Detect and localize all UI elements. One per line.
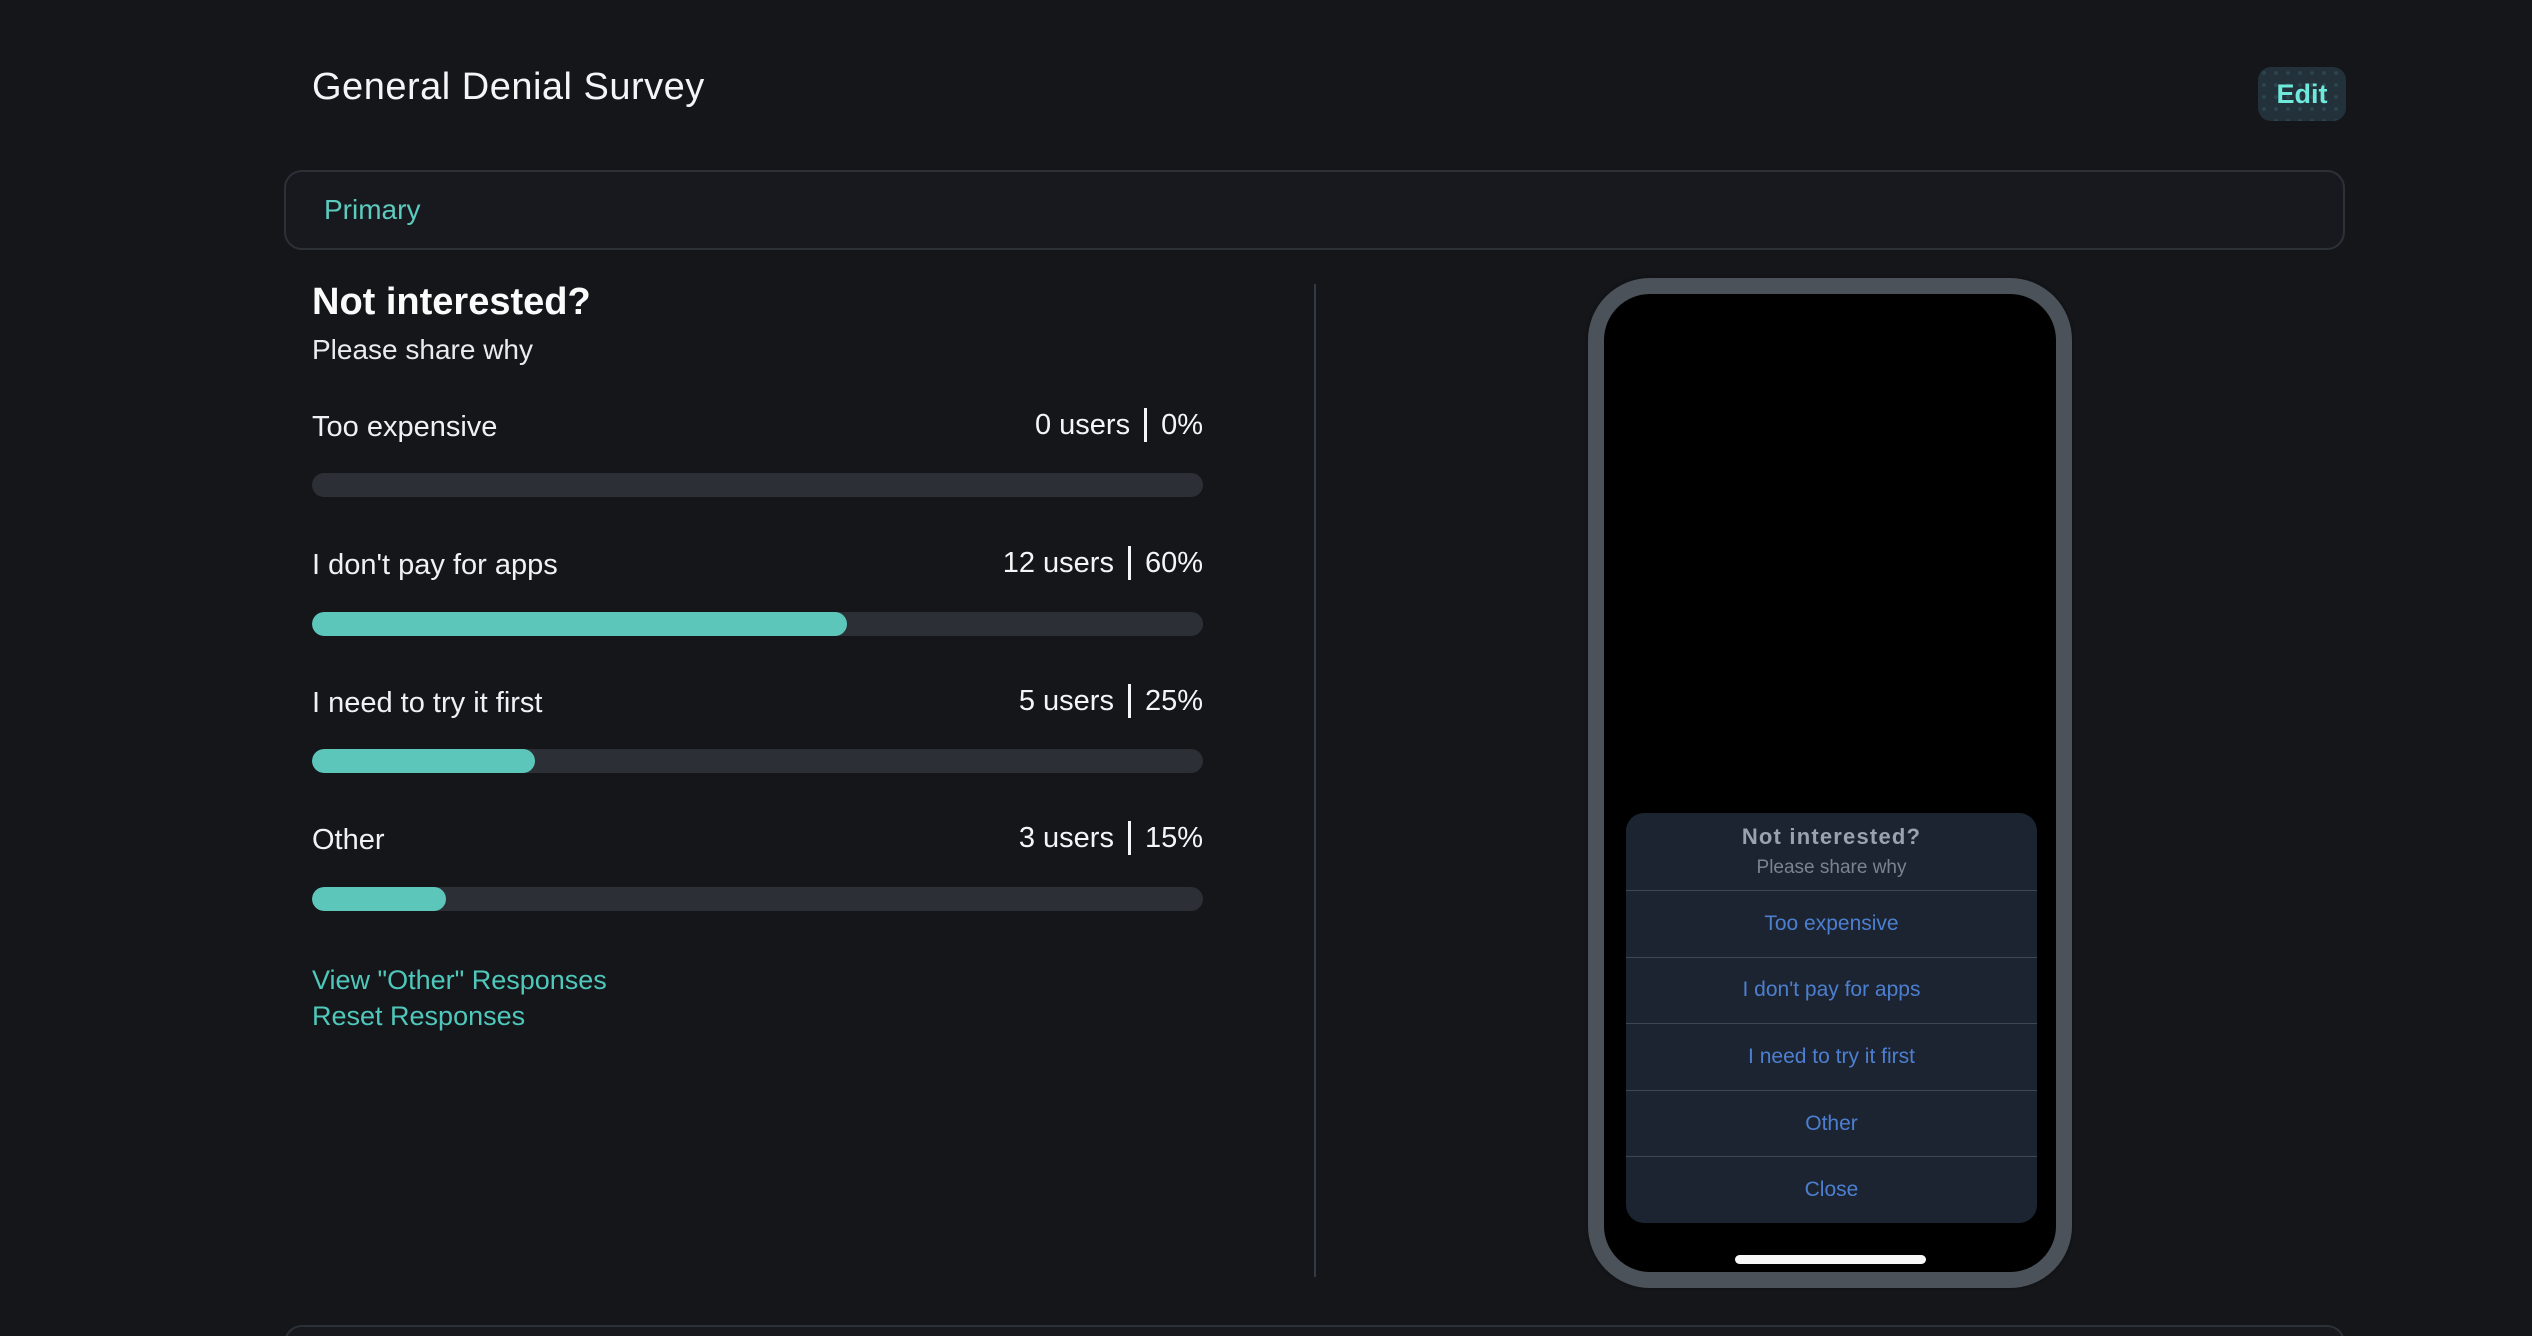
progress-bar-fill [312,749,535,773]
option-value: 0 users 0% [1035,408,1203,442]
option-percent: 25% [1144,684,1203,717]
option-percent: 15% [1144,821,1203,854]
preview-close-button[interactable]: Close [1626,1156,2037,1223]
option-value: 5 users 25% [1019,684,1203,718]
question-title: Not interested? [312,281,591,323]
survey-preview-dialog: Not interested? Please share why Too exp… [1626,813,2037,1223]
preview-option-too-expensive[interactable]: Too expensive [1626,890,2037,957]
preview-option-dont-pay[interactable]: I don't pay for apps [1626,956,2037,1024]
page-title: General Denial Survey [312,66,705,108]
progress-bar [312,749,1203,773]
value-divider [1127,821,1131,855]
edit-button[interactable]: Edit [2258,67,2346,121]
option-label: I need to try it first [312,687,543,719]
option-users-count: 5 users [1018,684,1114,717]
option-users-count: 12 users [1002,546,1114,579]
next-section-card[interactable] [284,1325,2345,1336]
question-subtitle: Please share why [312,334,534,365]
option-label: Too expensive [312,411,498,443]
dialog-header: Not interested? Please share why [1626,813,2037,890]
progress-bar [312,612,1203,636]
preview-option-try-first[interactable]: I need to try it first [1626,1023,2037,1090]
reset-responses-link[interactable]: Reset Responses [312,1001,526,1031]
phone-home-indicator [1735,1255,1926,1264]
value-divider [1127,684,1131,718]
option-users-count: 0 users [1034,408,1131,441]
option-value: 3 users 15% [1019,821,1203,855]
option-label: Other [312,824,385,856]
option-users-count: 3 users [1018,821,1114,854]
option-percent: 60% [1144,546,1203,579]
column-divider [1314,284,1316,1277]
view-other-responses-link[interactable]: View "Other" Responses [312,965,607,995]
option-percent: 0% [1161,408,1203,441]
primary-section-header[interactable]: Primary [284,170,2345,250]
option-label: I don't pay for apps [312,549,558,581]
progress-bar [312,887,1203,911]
progress-bar-fill [312,612,847,636]
dialog-title: Not interested? [1741,824,1922,849]
progress-bar-fill [312,887,446,911]
progress-bar [312,473,1203,497]
preview-option-other[interactable]: Other [1626,1089,2037,1157]
dialog-subtitle: Please share why [1756,857,1907,878]
primary-section-label: Primary [324,194,421,225]
value-divider [1144,408,1148,442]
value-divider [1127,546,1131,580]
option-value: 12 users 60% [1003,546,1203,580]
